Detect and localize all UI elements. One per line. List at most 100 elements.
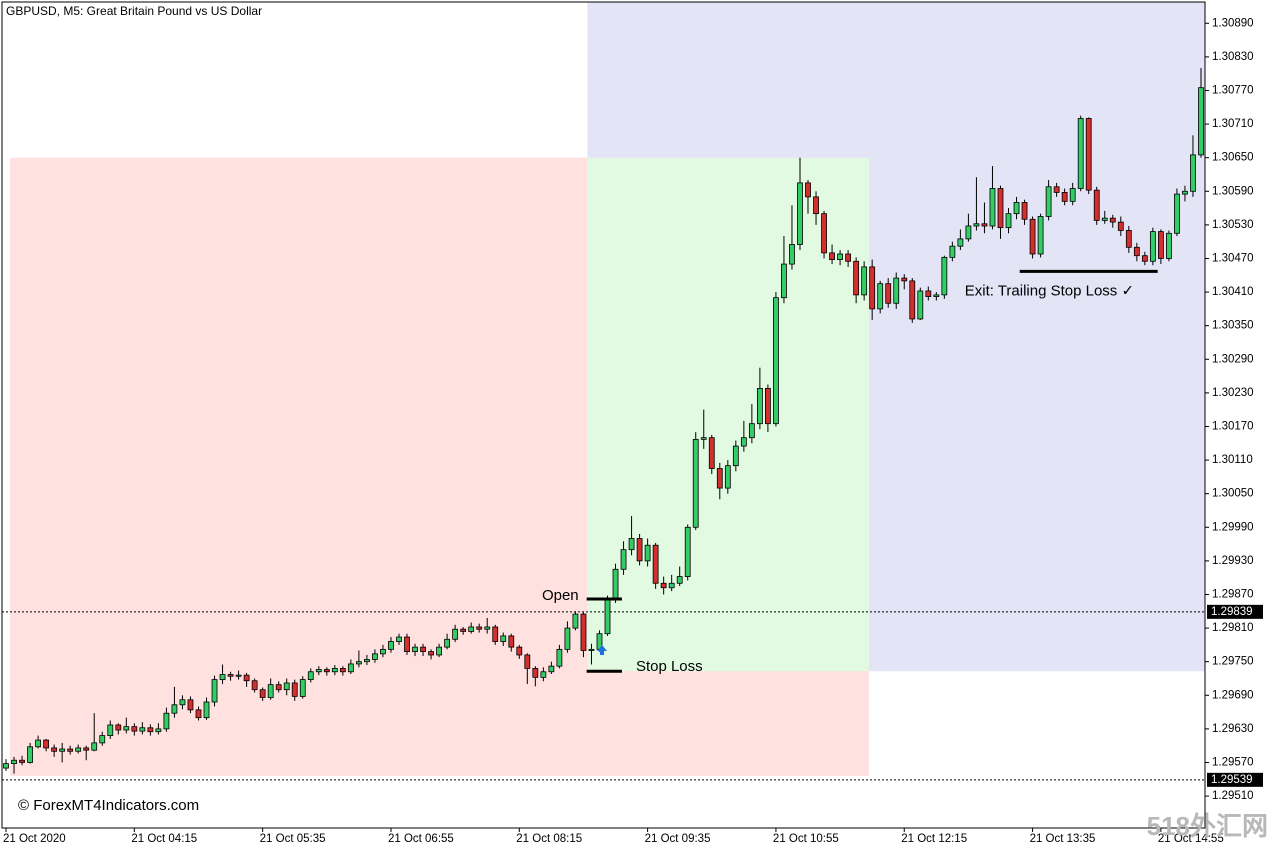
candle-body: [91, 742, 98, 751]
candle-body: [789, 244, 795, 265]
candle-body: [43, 739, 50, 749]
candle-body: [845, 253, 852, 262]
candle-body: [765, 387, 771, 425]
candle-body: [660, 582, 667, 589]
candle-body: [372, 653, 378, 660]
candle-body: [243, 674, 250, 682]
x-tick-label: 21 Oct 14:55: [1158, 833, 1224, 845]
candle-body: [35, 739, 41, 748]
level-label: Stop Loss: [636, 658, 703, 675]
candle-body: [829, 252, 835, 261]
candle-body: [155, 728, 162, 733]
candle-body: [460, 628, 467, 632]
candle-body: [917, 290, 924, 320]
candle-body: [339, 668, 346, 673]
x-tick-label: 21 Oct 10:55: [773, 833, 839, 845]
candle-body: [299, 679, 306, 697]
copyright: © ForexMT4Indicators.com: [18, 797, 199, 814]
candle-body: [275, 684, 282, 691]
candle-body: [195, 709, 202, 719]
candle-body: [716, 468, 723, 489]
candle-body: [949, 245, 956, 258]
candle-body: [19, 759, 25, 763]
candle-body: [123, 726, 130, 731]
candle-body: [708, 437, 715, 469]
candle-body: [291, 682, 298, 697]
candle-body: [893, 277, 900, 304]
candle-body: [636, 538, 643, 562]
candle-body: [476, 626, 483, 630]
x-tick-label: 21 Oct 08:15: [516, 833, 582, 845]
candle-body: [139, 727, 146, 732]
y-tick-label: 1.30170: [1212, 421, 1254, 433]
x-tick-label: 21 Oct 2020: [3, 833, 66, 845]
y-tick-label: 1.30830: [1212, 51, 1254, 63]
x-tick-label: 21 Oct 12:15: [901, 833, 967, 845]
candle-body: [203, 701, 210, 719]
candle-body: [732, 445, 739, 467]
candle-body: [724, 465, 731, 489]
candle-body: [187, 699, 194, 711]
level-label: Open: [542, 587, 579, 604]
candle-body: [1061, 191, 1068, 202]
candle-body: [347, 663, 354, 673]
candle-body: [59, 748, 66, 752]
candles: [3, 68, 1204, 774]
y-tick-label: 1.30470: [1212, 253, 1254, 265]
candle-body: [396, 636, 402, 642]
candle-body: [1182, 190, 1188, 195]
candle-body: [492, 626, 499, 642]
candle-body: [1037, 216, 1044, 255]
candle-body: [692, 438, 699, 528]
candle-body: [652, 544, 659, 584]
x-tick-label: 21 Oct 04:15: [131, 833, 197, 845]
y-tick-label: 1.30350: [1212, 320, 1254, 332]
candle-body: [283, 682, 290, 691]
candle-body: [564, 627, 571, 650]
site-watermark: 518外汇网: [1147, 811, 1268, 841]
x-tick-label: 21 Oct 06:55: [388, 833, 454, 845]
candle-body: [1190, 154, 1196, 192]
candle-body: [452, 628, 459, 640]
candle-body: [1077, 118, 1084, 189]
candle-body: [355, 661, 362, 665]
candle-body: [99, 735, 106, 744]
candle-body: [997, 188, 1004, 229]
candle-body: [1166, 232, 1172, 259]
y-tick-label: 1.30530: [1212, 219, 1254, 231]
candle-body: [885, 283, 892, 304]
candle-body: [628, 538, 635, 551]
candle-body: [548, 665, 555, 673]
candle-body: [572, 613, 579, 629]
y-tick-label: 1.29990: [1212, 521, 1254, 533]
y-tick-label: 1.29690: [1212, 689, 1254, 701]
y-tick-label: 1.29930: [1212, 555, 1254, 567]
candle-body: [684, 526, 691, 577]
y-tick-label: 1.30110: [1212, 454, 1253, 466]
candle-body: [315, 669, 322, 673]
candle-body: [612, 568, 619, 600]
price-label: 1.29539: [1211, 774, 1253, 786]
y-tick-label: 1.30710: [1212, 118, 1254, 130]
candle-body: [404, 636, 410, 652]
candle-body: [331, 668, 338, 673]
plot-border: [1, 1, 1206, 829]
y-tick-label: 1.30410: [1212, 286, 1254, 298]
candle-body: [1085, 118, 1092, 191]
candle-body: [580, 613, 587, 651]
candle-body: [821, 213, 827, 254]
candle-body: [813, 196, 819, 215]
price-label-box: [1207, 604, 1263, 619]
candle-body: [981, 223, 988, 227]
y-tick-label: 1.29630: [1212, 723, 1254, 735]
candle-body: [869, 266, 876, 310]
candle-body: [853, 260, 860, 296]
candle-body: [444, 638, 451, 648]
candle-body: [219, 674, 226, 680]
candle-body: [107, 724, 114, 737]
x-tick-label: 21 Oct 05:35: [260, 833, 326, 845]
candle-body: [604, 598, 611, 635]
candle-body: [1157, 231, 1164, 259]
candle-body: [516, 646, 523, 656]
candle-body: [973, 223, 980, 227]
